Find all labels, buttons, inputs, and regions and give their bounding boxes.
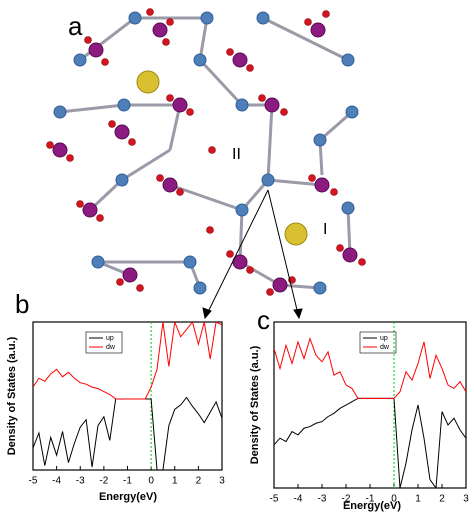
x-axis-label: Energy(eV) [99,491,157,503]
x-tick-label: 0 [391,494,397,505]
x-tick-label: 2 [196,476,202,487]
x-axis-label: Energy(eV) [343,500,401,512]
dos-line [274,337,466,399]
blue-atoms [53,11,359,295]
x-tick-label: 1 [415,494,421,505]
dos-line [33,322,222,400]
site-label: I [323,221,327,238]
dos-line [33,396,222,470]
x-tick-label: -1 [366,494,375,505]
oxygen-atoms [46,8,366,296]
x-tick-label: -4 [52,476,61,487]
x-tick-label: 0 [148,476,154,487]
legend-label: up [106,335,114,342]
plot-frame [32,321,223,471]
x-tick-label: -2 [342,494,351,505]
arrows [202,189,303,320]
dos-line [274,397,466,488]
x-tick-label: 2 [439,494,445,505]
x-tick-label: -5 [29,476,38,487]
panel-label: a [68,11,83,41]
cation-atom [284,222,308,246]
legend-label: dw [380,344,390,351]
crystal-structure: a I II [46,8,366,320]
x-tick-label: 3 [463,494,469,505]
site-label: II [232,146,241,163]
y-axis-label: Density of States (a.u.) [6,336,18,455]
purple-atoms [52,22,358,293]
series-group [274,337,466,488]
x-tick-label: 1 [172,476,178,487]
series-group [33,322,222,470]
cation-atom [136,70,160,94]
legend-label: up [380,335,388,342]
x-tick-label: -1 [123,476,132,487]
x-tick-label: 3 [219,476,225,487]
legend-label: dw [106,344,116,351]
x-tick-label: -2 [99,476,108,487]
legend-box [85,331,123,354]
legend-box [359,331,397,354]
x-tick-label: -3 [76,476,85,487]
x-tick-label: -5 [270,494,279,505]
panel-label: c [257,305,270,335]
y-axis-label: Density of States (a.u.) [249,345,261,464]
x-tick-label: -4 [294,494,303,505]
panel-label: b [15,289,29,319]
x-tick-label: -3 [318,494,327,505]
